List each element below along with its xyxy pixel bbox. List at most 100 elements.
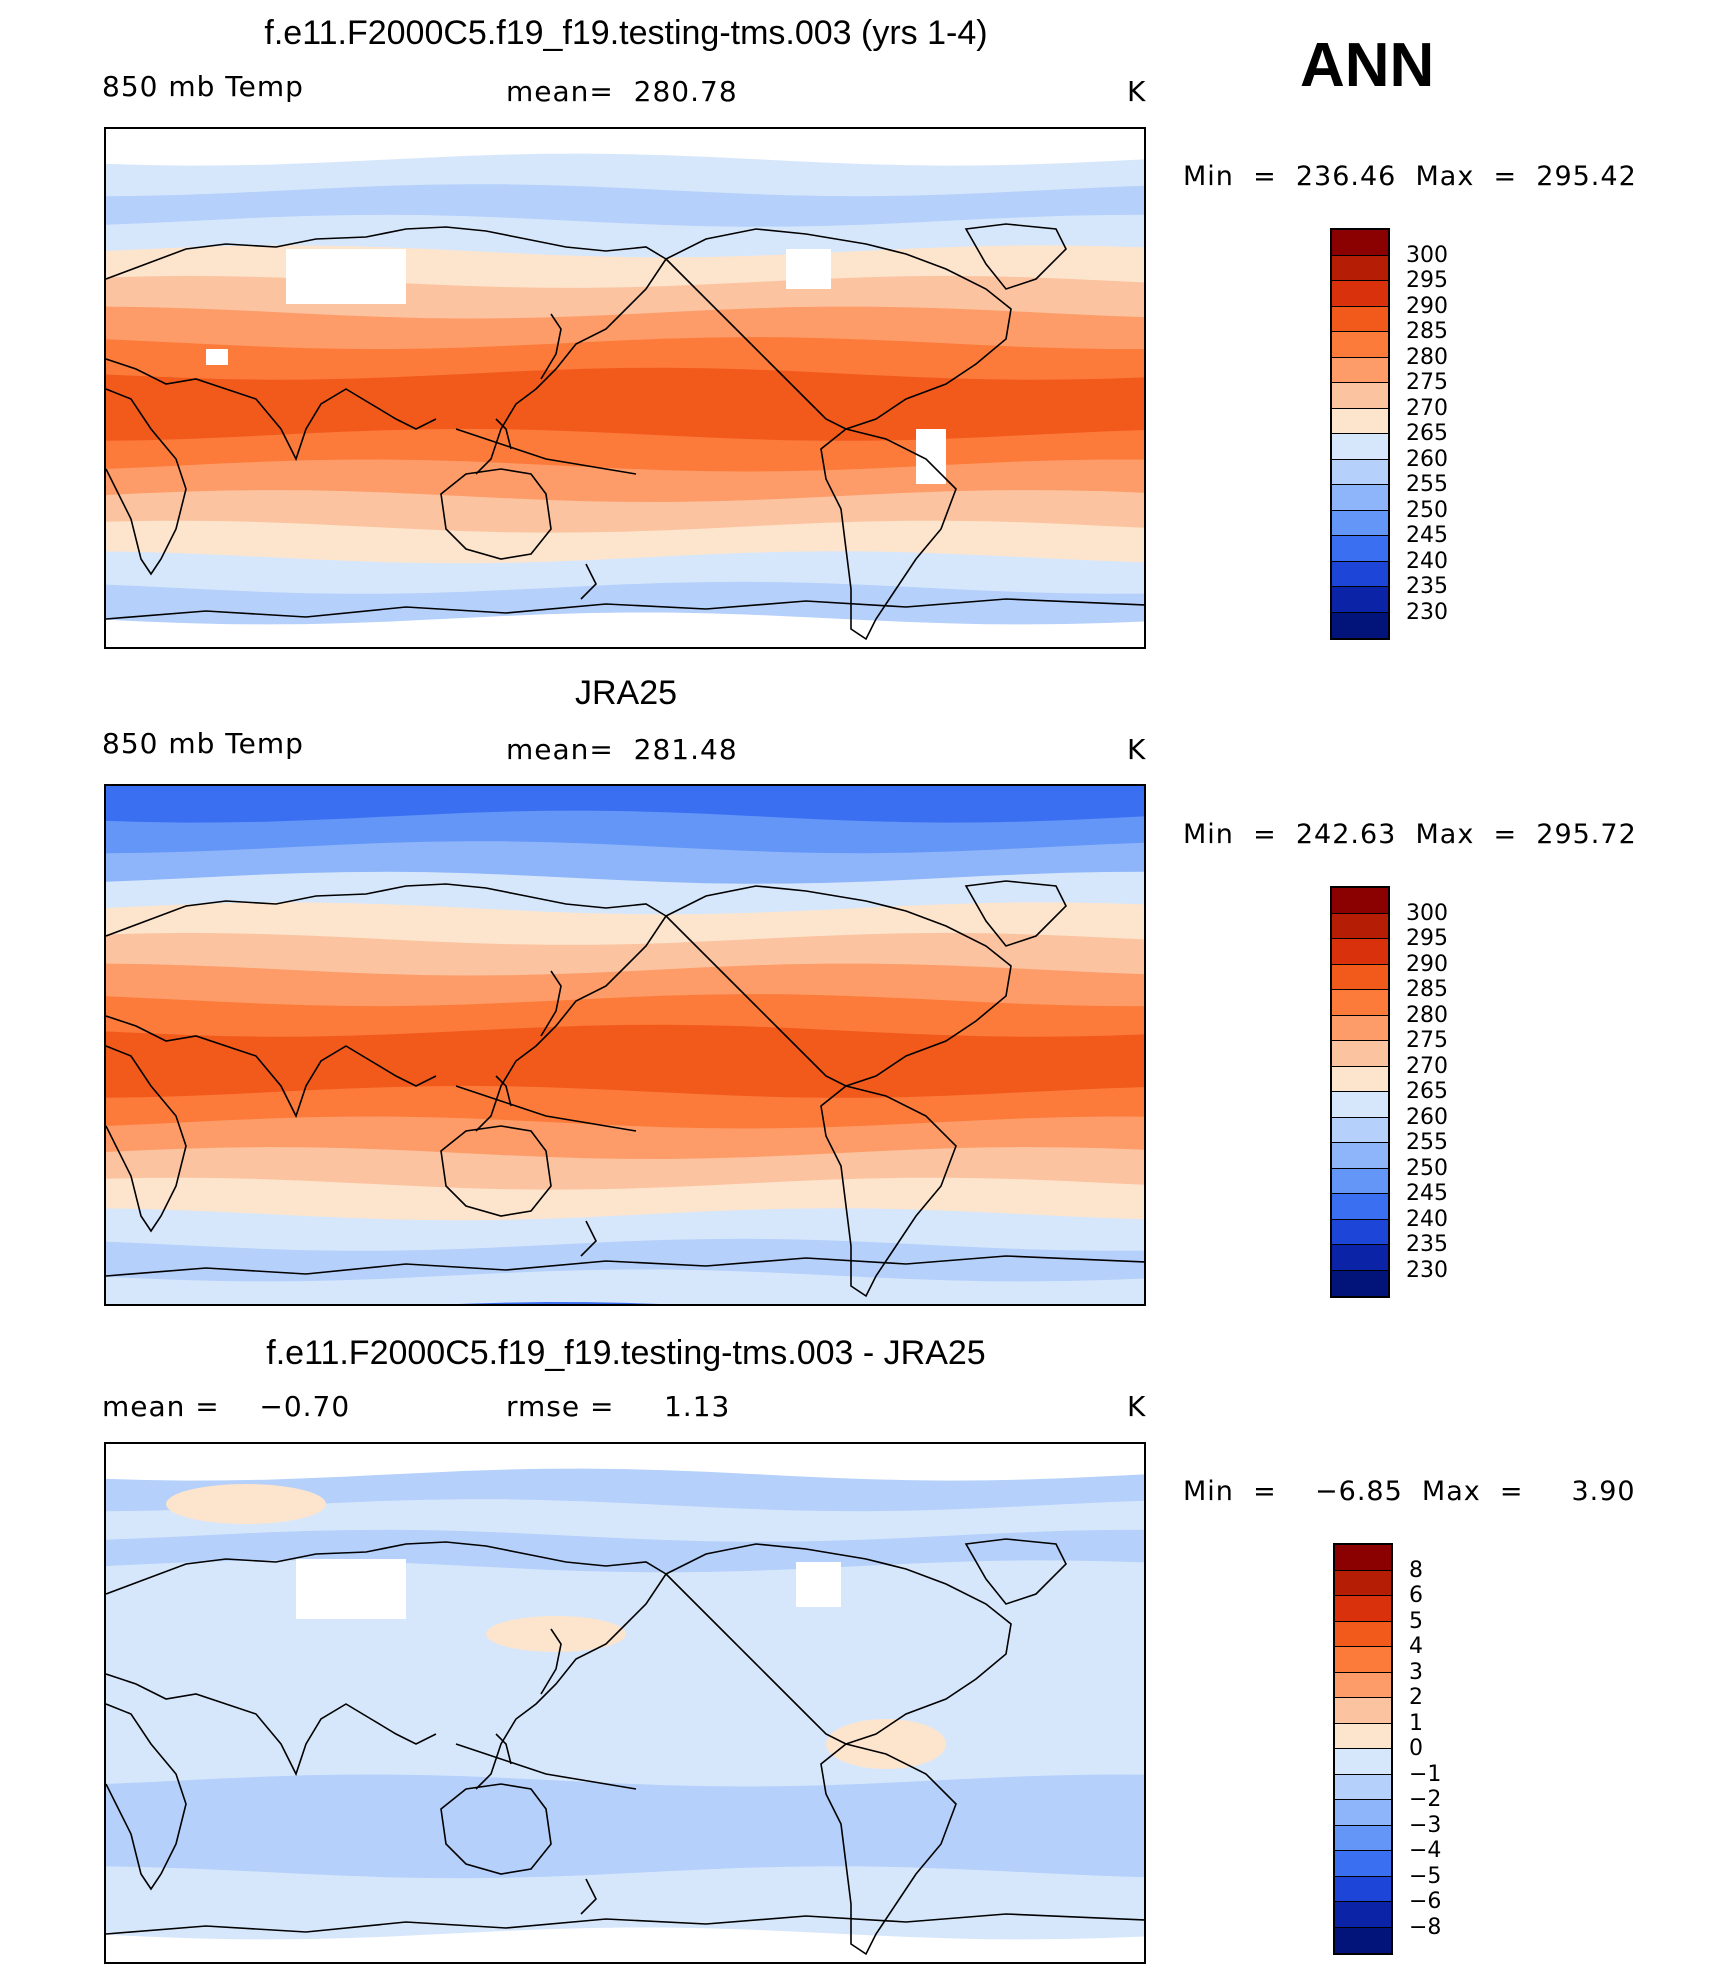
missing-data-region <box>786 249 831 289</box>
coastline <box>495 418 512 450</box>
colorbar-tick-label: 280 <box>1406 344 1448 370</box>
colorbar-tick-label: −2 <box>1409 1787 1442 1812</box>
coastline <box>580 1220 597 1257</box>
temperature-band <box>106 994 1144 1039</box>
coastline <box>964 1538 1067 1605</box>
colorbar-swatch <box>1332 1270 1388 1296</box>
coastline <box>665 885 1012 1087</box>
temperature-band <box>106 306 1144 352</box>
coastline <box>106 1673 437 1777</box>
colorbar-swatch <box>1335 1902 1391 1928</box>
colorbar-swatch <box>1332 1041 1388 1067</box>
coastline <box>475 258 667 475</box>
min-max-label: Min = −6.85 Max = 3.90 <box>1183 1476 1636 1507</box>
colorbar-tick-label: 255 <box>1406 472 1448 497</box>
colorbar-swatch <box>1332 1092 1388 1118</box>
colorbar-swatch <box>1332 357 1388 383</box>
temperature-band <box>106 1444 1144 1483</box>
colorbar-swatch <box>1335 1723 1391 1749</box>
coastline <box>964 223 1067 290</box>
coastline <box>475 1573 667 1790</box>
colorbar-swatch <box>1332 230 1388 256</box>
temperature-band <box>106 490 1144 535</box>
coastline <box>106 388 187 576</box>
colorbar <box>1333 1543 1393 1955</box>
map-model <box>104 127 1146 649</box>
colorbar-swatch <box>1332 612 1388 638</box>
temperature-band <box>106 129 1144 168</box>
units-label: K <box>1127 75 1147 108</box>
colorbar-tick-label: 290 <box>1406 293 1448 319</box>
colorbar-tick-label: 285 <box>1406 319 1448 344</box>
warm-anomaly-region <box>166 1484 326 1524</box>
colorbar-tick-label: 270 <box>1406 1053 1448 1079</box>
colorbar-swatch <box>1335 1621 1391 1647</box>
temperature-band <box>106 1208 1144 1253</box>
coastline <box>665 228 1012 430</box>
colorbar-tick-label: 260 <box>1406 446 1448 472</box>
temperature-band <box>106 612 1144 647</box>
colorbar-tick-label: 3 <box>1409 1659 1423 1685</box>
colorbar-swatch <box>1335 1698 1391 1724</box>
panel-title: JRA25 <box>574 674 678 712</box>
season-label: ANN <box>1300 31 1435 100</box>
temperature-band <box>106 551 1144 596</box>
min-max-label: Min = 242.63 Max = 295.72 <box>1183 819 1637 850</box>
colorbar-tick-label: 285 <box>1406 977 1448 1002</box>
colorbar-tick-label: 250 <box>1406 497 1448 523</box>
colorbar-tick-label: 240 <box>1406 548 1448 574</box>
coastline <box>455 1085 637 1132</box>
coastline <box>106 1015 437 1119</box>
coastline <box>455 1743 637 1790</box>
colorbar-swatch <box>1332 1194 1388 1220</box>
colorbar-swatch <box>1332 434 1388 460</box>
colorbar-tick-label: 280 <box>1406 1002 1448 1028</box>
coastline <box>106 1913 1144 1935</box>
coastline <box>440 1125 552 1217</box>
colorbar-tick-label: 8 <box>1409 1557 1423 1583</box>
missing-data-region <box>286 249 406 304</box>
colorbar-swatch <box>1332 990 1388 1016</box>
temperature-band <box>106 1177 1144 1223</box>
colorbar-tick-label: 230 <box>1406 599 1448 625</box>
map-diff <box>104 1442 1146 1964</box>
temperature-band <box>106 786 1144 825</box>
panel-title: f.e11.F2000C5.f19_f19.testing-tms.003 - … <box>266 1334 986 1372</box>
coastline <box>495 1733 512 1765</box>
rmse-label: rmse = 1.13 <box>506 1390 731 1423</box>
coastline <box>540 1628 562 1695</box>
colorbar-tick-label: 275 <box>1406 370 1448 395</box>
coastline <box>665 1543 1012 1745</box>
mean-label: mean= 280.78 <box>506 75 738 108</box>
units-label: K <box>1127 1390 1147 1423</box>
colorbar-tick-label: 270 <box>1406 395 1448 421</box>
colorbar <box>1330 886 1390 1298</box>
colorbar-swatch <box>1335 1774 1391 1800</box>
missing-data-region <box>796 1562 841 1607</box>
colorbar-swatch <box>1335 1672 1391 1698</box>
colorbar-swatch <box>1332 281 1388 307</box>
temperature-band <box>106 1147 1144 1192</box>
coastline <box>455 428 637 475</box>
colorbar-tick-label: −4 <box>1409 1838 1442 1863</box>
colorbar-swatch <box>1332 510 1388 536</box>
temperature-band <box>106 1835 1144 1881</box>
coastline <box>540 313 562 380</box>
colorbar-swatch <box>1332 536 1388 562</box>
colorbar-tick-label: 275 <box>1406 1028 1448 1053</box>
temperature-band <box>106 337 1144 382</box>
coastline <box>106 226 667 280</box>
panel-title: f.e11.F2000C5.f19_f19.testing-tms.003 (y… <box>264 14 988 52</box>
colorbar-tick-label: −8 <box>1409 1914 1442 1940</box>
temperature-band <box>106 184 1144 229</box>
colorbar-swatch <box>1332 306 1388 332</box>
coastline <box>475 915 667 1132</box>
colorbar-swatch <box>1332 561 1388 587</box>
colorbar-tick-label: −3 <box>1409 1812 1442 1838</box>
colorbar-swatch <box>1332 1066 1388 1092</box>
colorbar-swatch <box>1335 1545 1391 1571</box>
colorbar-tick-label: 4 <box>1409 1634 1423 1659</box>
colorbar-swatch <box>1332 332 1388 358</box>
coastline <box>440 1783 552 1875</box>
colorbar-tick-label: 260 <box>1406 1104 1448 1130</box>
